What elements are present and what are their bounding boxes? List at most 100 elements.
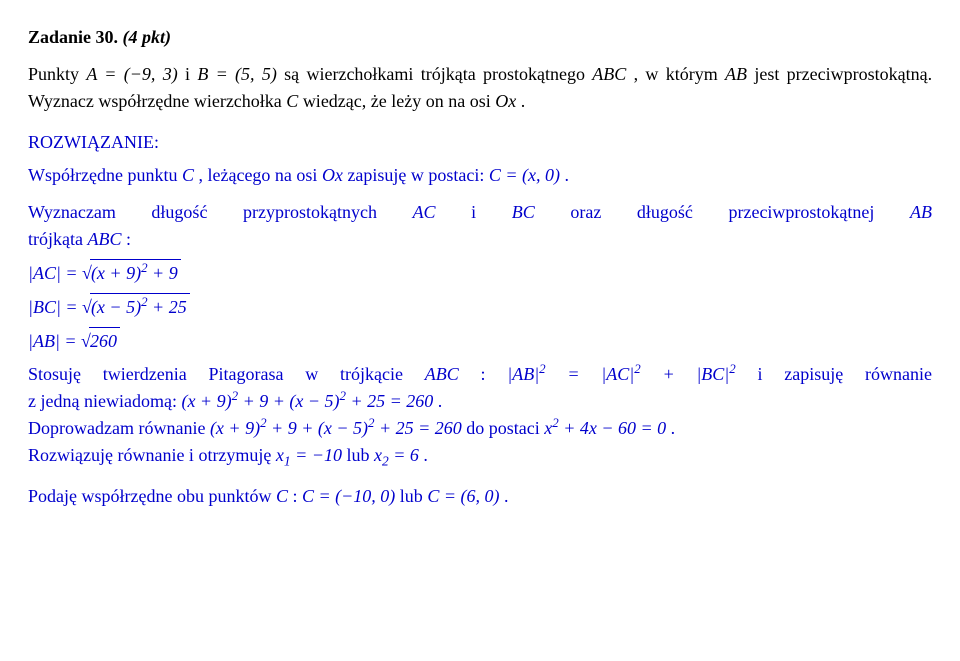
text: . — [423, 445, 428, 465]
text: + 25 — [148, 297, 187, 317]
equation-ac: |AC| = √(x + 9)2 + 9 — [28, 259, 932, 287]
text: trójkąta — [28, 229, 87, 249]
solution-line-pythagoras: Stosuję twierdzenia Pitagorasa w trójkąc… — [28, 361, 932, 388]
abc: ABC — [425, 364, 459, 384]
text: , leżącego na osi — [198, 165, 321, 185]
solution-line-3: trójkąta ABC : — [28, 226, 932, 253]
radicand: 260 — [89, 327, 120, 355]
text: i — [471, 202, 512, 222]
task-title: Zadanie 30. (4 pkt) — [28, 24, 932, 51]
lhs: |BC| = — [28, 297, 82, 317]
abc: ABC — [592, 64, 626, 84]
ox: Ox — [495, 91, 516, 111]
text: lub — [400, 486, 428, 506]
text: (x + 9) — [91, 263, 141, 283]
c: C — [286, 91, 298, 111]
solution-line-answer: Podaję współrzędne obu punktów C : C = (… — [28, 483, 932, 510]
radicand: (x − 5)2 + 25 — [90, 293, 190, 321]
ab: AB — [725, 64, 747, 84]
math-inline: (x + 9)2 + 9 + (x − 5)2 + 25 = 260 — [181, 391, 437, 411]
math-inline: x1 = −10 — [276, 445, 347, 465]
text: (x + 9) — [181, 391, 231, 411]
text: : — [126, 229, 131, 249]
point-A-def: A = (−9, 3) — [86, 64, 177, 84]
point-B-def: B = (5, 5) — [197, 64, 277, 84]
solution-line-equation: z jedną niewiadomą: (x + 9)2 + 9 + (x − … — [28, 388, 932, 415]
math-inline: |AB|2 = |AC|2 + |BC|2 — [507, 364, 757, 384]
text: . — [504, 486, 509, 506]
text: Wyznaczam długość przyprostokątnych — [28, 202, 413, 222]
text: , w którym — [634, 64, 725, 84]
text: oraz długość przeciwprostokątnej — [570, 202, 910, 222]
text: wiedząc, że leży on na osi — [303, 91, 495, 111]
text: . — [438, 391, 443, 411]
text: x — [276, 445, 284, 465]
text: : — [292, 486, 302, 506]
solution-line-roots: Rozwiązuję równanie i otrzymuję x1 = −10… — [28, 442, 932, 469]
text: (x + 9) — [210, 418, 260, 438]
text: Stosuję twierdzenia Pitagorasa w trójkąc… — [28, 364, 425, 384]
c: C — [276, 486, 288, 506]
text: z jedną niewiadomą: — [28, 391, 181, 411]
sub: 1 — [284, 454, 291, 469]
c: C — [182, 165, 194, 185]
text: |AB| — [507, 364, 539, 384]
equation-ab: |AB| = √260 — [28, 327, 932, 355]
text: = — [546, 364, 602, 384]
solution-heading: ROZWIĄZANIE: — [28, 129, 932, 156]
math-inline: x2 = 6 — [374, 445, 423, 465]
equation-bc: |BC| = √(x − 5)2 + 25 — [28, 293, 932, 321]
text: |AC| — [601, 364, 634, 384]
solution-line-1: Współrzędne punktu C , leżącego na osi O… — [28, 162, 932, 189]
solution-body: Współrzędne punktu C , leżącego na osi O… — [28, 162, 932, 510]
text: |BC| — [696, 364, 729, 384]
text: = 6 — [389, 445, 419, 465]
text: x — [374, 445, 382, 465]
text: Rozwiązuję równanie i otrzymuję — [28, 445, 276, 465]
text: + 9 — [148, 263, 178, 283]
sub: 2 — [382, 454, 389, 469]
c-def: C = (x, 0) — [489, 165, 560, 185]
math-inline: x2 + 4x − 60 = 0 — [544, 418, 670, 438]
math-inline: (x + 9)2 + 9 + (x − 5)2 + 25 = 260 — [210, 418, 466, 438]
task-points: (4 pkt) — [123, 27, 172, 47]
text: + 25 = 260 — [374, 418, 461, 438]
text: : — [480, 364, 507, 384]
text: Doprowadzam równanie — [28, 418, 210, 438]
text: lub — [346, 445, 374, 465]
radicand: (x + 9)2 + 9 — [90, 259, 181, 287]
text: Podaję współrzędne obu punktów — [28, 486, 276, 506]
text: (x − 5) — [318, 418, 368, 438]
text: + 25 = 260 — [346, 391, 433, 411]
lhs: |AB| = — [28, 331, 81, 351]
solution-line-2: Wyznaczam długość przyprostokątnych AC i… — [28, 199, 932, 226]
solution-line-simplify: Doprowadzam równanie (x + 9)2 + 9 + (x −… — [28, 415, 932, 442]
text: . — [671, 418, 676, 438]
text: Współrzędne punktu — [28, 165, 182, 185]
problem-statement: Punkty A = (−9, 3) i B = (5, 5) są wierz… — [28, 61, 932, 115]
text: + — [641, 364, 697, 384]
bc: BC — [512, 202, 535, 222]
text: + 9 + — [267, 418, 318, 438]
c2: C = (6, 0) — [427, 486, 499, 506]
text: i zapisuję równanie — [758, 364, 932, 384]
text: (x − 5) — [289, 391, 339, 411]
text: i — [185, 64, 197, 84]
c1: C = (−10, 0) — [302, 486, 395, 506]
lhs: |AC| = — [28, 263, 82, 283]
text: (x − 5) — [91, 297, 141, 317]
text: Punkty — [28, 64, 86, 84]
text: + 9 + — [238, 391, 289, 411]
task-label: Zadanie 30. — [28, 27, 118, 47]
abc: ABC — [87, 229, 121, 249]
text: są wierzchołkami trójkąta prostokątnego — [284, 64, 592, 84]
ac: AC — [413, 202, 436, 222]
text: zapisuję w postaci: — [347, 165, 488, 185]
text: . — [521, 91, 526, 111]
text: do postaci — [466, 418, 544, 438]
ox: Ox — [322, 165, 343, 185]
text: = −10 — [291, 445, 342, 465]
ab: AB — [910, 202, 932, 222]
text: + 4x − 60 = 0 — [559, 418, 666, 438]
text: . — [565, 165, 570, 185]
